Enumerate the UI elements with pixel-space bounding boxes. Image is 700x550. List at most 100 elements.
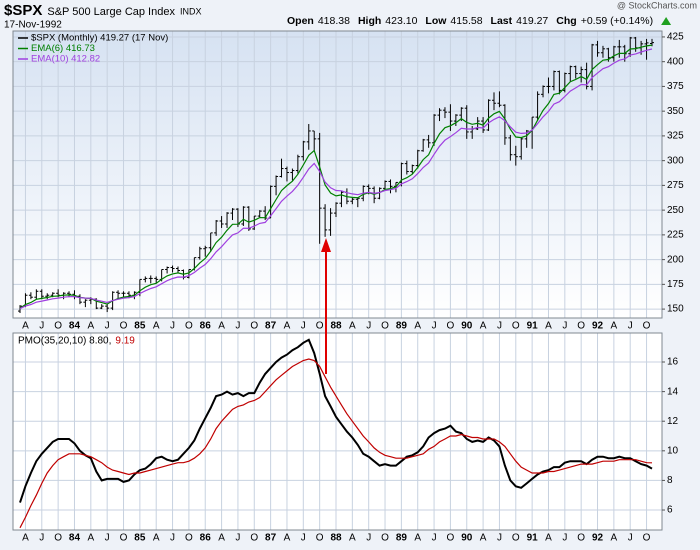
x-tick-label: A — [87, 321, 94, 332]
x-tick-label: O — [120, 321, 128, 332]
x-tick-label: O — [512, 321, 520, 332]
x-tick-label: A — [22, 321, 29, 332]
x-tick-label: A — [218, 533, 225, 544]
arrow-head — [321, 238, 331, 252]
x-tick-label: O — [447, 321, 455, 332]
legend-label: 9.19 — [115, 336, 135, 347]
x-tick-label: A — [284, 533, 291, 544]
x-tick-label: 91 — [527, 533, 539, 544]
pmo-frame — [12, 332, 663, 531]
symbol: $SPX — [4, 2, 42, 19]
y-tick-label: 16 — [667, 357, 679, 368]
x-tick-label: A — [22, 533, 29, 544]
y-tick-label: 12 — [667, 416, 679, 427]
annotation-arrow — [321, 238, 331, 374]
x-tick-label: 85 — [134, 533, 146, 544]
x-tick-label: 87 — [265, 321, 277, 332]
pmo-panel — [13, 333, 662, 530]
x-tick-label: A — [480, 533, 487, 544]
y-tick-label: 375 — [667, 81, 684, 92]
x-tick-label: J — [235, 533, 240, 544]
x-tick-label: 85 — [134, 321, 146, 332]
quote-value: 415.58 — [450, 15, 482, 27]
y-tick-label: 6 — [667, 505, 673, 516]
x-tick-label: O — [381, 533, 389, 544]
x-tick-label: A — [414, 321, 421, 332]
x-tick-label: J — [105, 321, 110, 332]
x-tick-label: 92 — [592, 533, 604, 544]
quote-label: Chg — [556, 15, 576, 27]
y-tick-label: 150 — [667, 304, 684, 315]
x-tick-label: J — [562, 321, 567, 332]
x-tick-label: 84 — [69, 321, 81, 332]
y-tick-label: 300 — [667, 155, 684, 166]
grid-layer — [13, 31, 662, 530]
y-tick-label: 250 — [667, 205, 684, 216]
quote-value: 423.10 — [385, 15, 417, 27]
x-tick-label: J — [301, 321, 306, 332]
change-up-icon — [661, 17, 672, 25]
x-tick-label: A — [349, 533, 356, 544]
series-line — [19, 44, 653, 309]
index-name: S&P 500 Large Cap Index — [47, 6, 175, 18]
x-tick-label: A — [284, 321, 291, 332]
legend-label: $SPX (Monthly) 419.27 (17 Nov) — [31, 33, 168, 44]
legend-label: PMO(35,20,10) 8.80, — [18, 336, 111, 347]
x-tick-label: O — [447, 533, 455, 544]
series-line — [19, 358, 653, 529]
x-tick-label: J — [562, 533, 567, 544]
x-tick-label: J — [497, 321, 502, 332]
x-tick-label: O — [250, 533, 258, 544]
x-tick-label: 90 — [461, 321, 473, 332]
x-tick-label: J — [366, 321, 371, 332]
x-tick-label: J — [39, 533, 44, 544]
y-tick-label: 14 — [667, 386, 679, 397]
x-tick-label: A — [153, 321, 160, 332]
y-tick-label: 275 — [667, 180, 684, 191]
exchange: INDX — [180, 6, 202, 16]
x-tick-label: 88 — [330, 533, 342, 544]
x-tick-label: O — [316, 533, 324, 544]
x-tick-label: O — [185, 321, 193, 332]
x-tick-label: A — [480, 321, 487, 332]
x-tick-label: J — [432, 321, 437, 332]
quote-label: Low — [425, 15, 447, 27]
quote-value: 419.27 — [516, 15, 548, 27]
x-tick-label: 91 — [527, 321, 539, 332]
x-tick-label: J — [628, 321, 633, 332]
y-tick-label: 10 — [667, 445, 679, 456]
x-tick-label: A — [153, 533, 160, 544]
x-tick-label: A — [87, 533, 94, 544]
x-tick-label: J — [432, 533, 437, 544]
x-tick-label: A — [218, 321, 225, 332]
x-tick-label: 89 — [396, 321, 408, 332]
series-line — [19, 338, 653, 503]
x-tick-label: O — [250, 321, 258, 332]
x-tick-label: 92 — [592, 321, 604, 332]
date: 17-Nov-1992 — [4, 20, 62, 31]
y-tick-label: 400 — [667, 56, 684, 67]
x-tick-label: 90 — [461, 533, 473, 544]
x-tick-label: J — [39, 321, 44, 332]
y-tick-label: 8 — [667, 475, 673, 486]
x-tick-label: J — [301, 533, 306, 544]
x-tick-label: O — [120, 533, 128, 544]
watermark: @ StockCharts.com — [617, 0, 697, 10]
x-tick-label: J — [170, 533, 175, 544]
x-tick-label: 84 — [69, 533, 81, 544]
x-tick-label: 88 — [330, 321, 342, 332]
x-tick-label: O — [643, 321, 651, 332]
x-tick-label: A — [545, 533, 552, 544]
x-tick-label: 87 — [265, 533, 277, 544]
x-tick-label: O — [577, 533, 585, 544]
price-frame — [12, 30, 663, 319]
y-tick-label: 200 — [667, 254, 684, 265]
y-tick-label: 225 — [667, 230, 684, 241]
x-tick-label: J — [628, 533, 633, 544]
legend-label: EMA(10) 412.82 — [31, 54, 100, 65]
x-tick-label: A — [545, 321, 552, 332]
x-tick-label: J — [497, 533, 502, 544]
x-tick-label: O — [185, 533, 193, 544]
